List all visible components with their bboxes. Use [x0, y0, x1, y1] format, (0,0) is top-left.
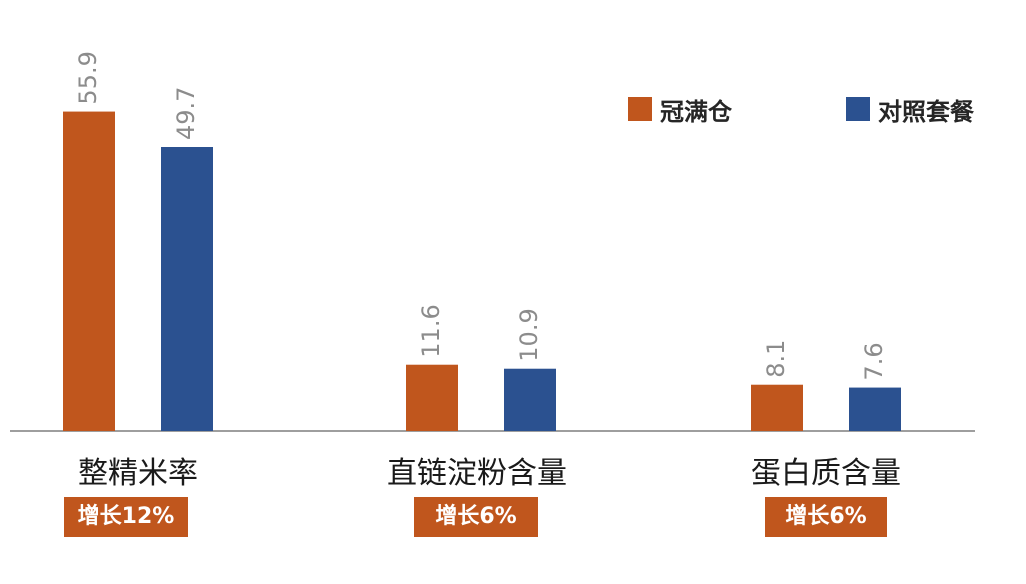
value-label-series-1-category-1: 55.9	[74, 51, 102, 104]
bar-series-1-category-3	[751, 384, 803, 431]
legend-swatch-series-1	[628, 97, 652, 121]
legend-item-series-1: 冠满仓	[628, 93, 732, 126]
legend-swatch-series-2	[846, 97, 870, 121]
bar-series-1-category-2	[406, 364, 458, 431]
category-label-3: 蛋白质含量	[751, 456, 901, 491]
value-label-series-2-category-2: 10.9	[515, 308, 543, 361]
bar-series-1-category-1	[63, 111, 115, 432]
growth-badge-3: 增长6%	[765, 497, 887, 537]
legend-label-series-2: 对照套餐	[878, 97, 974, 126]
value-label-series-1-category-2: 11.6	[417, 304, 445, 357]
category-label-1: 整精米率	[78, 456, 198, 491]
value-label-series-2-category-3: 7.6	[860, 342, 888, 380]
value-label-series-2-category-1: 49.7	[172, 87, 200, 140]
bar-series-2-category-2	[504, 368, 556, 431]
bar-series-2-category-1	[161, 147, 213, 431]
growth-badge-2: 增长6%	[414, 497, 538, 537]
value-label-series-1-category-3: 8.1	[762, 340, 790, 378]
growth-badge-1: 增长12%	[64, 497, 188, 537]
legend-label-series-1: 冠满仓	[660, 97, 732, 126]
legend-item-series-2: 对照套餐	[846, 93, 974, 126]
bar-series-2-category-3	[849, 387, 901, 431]
category-label-2: 直链淀粉含量	[387, 456, 567, 491]
